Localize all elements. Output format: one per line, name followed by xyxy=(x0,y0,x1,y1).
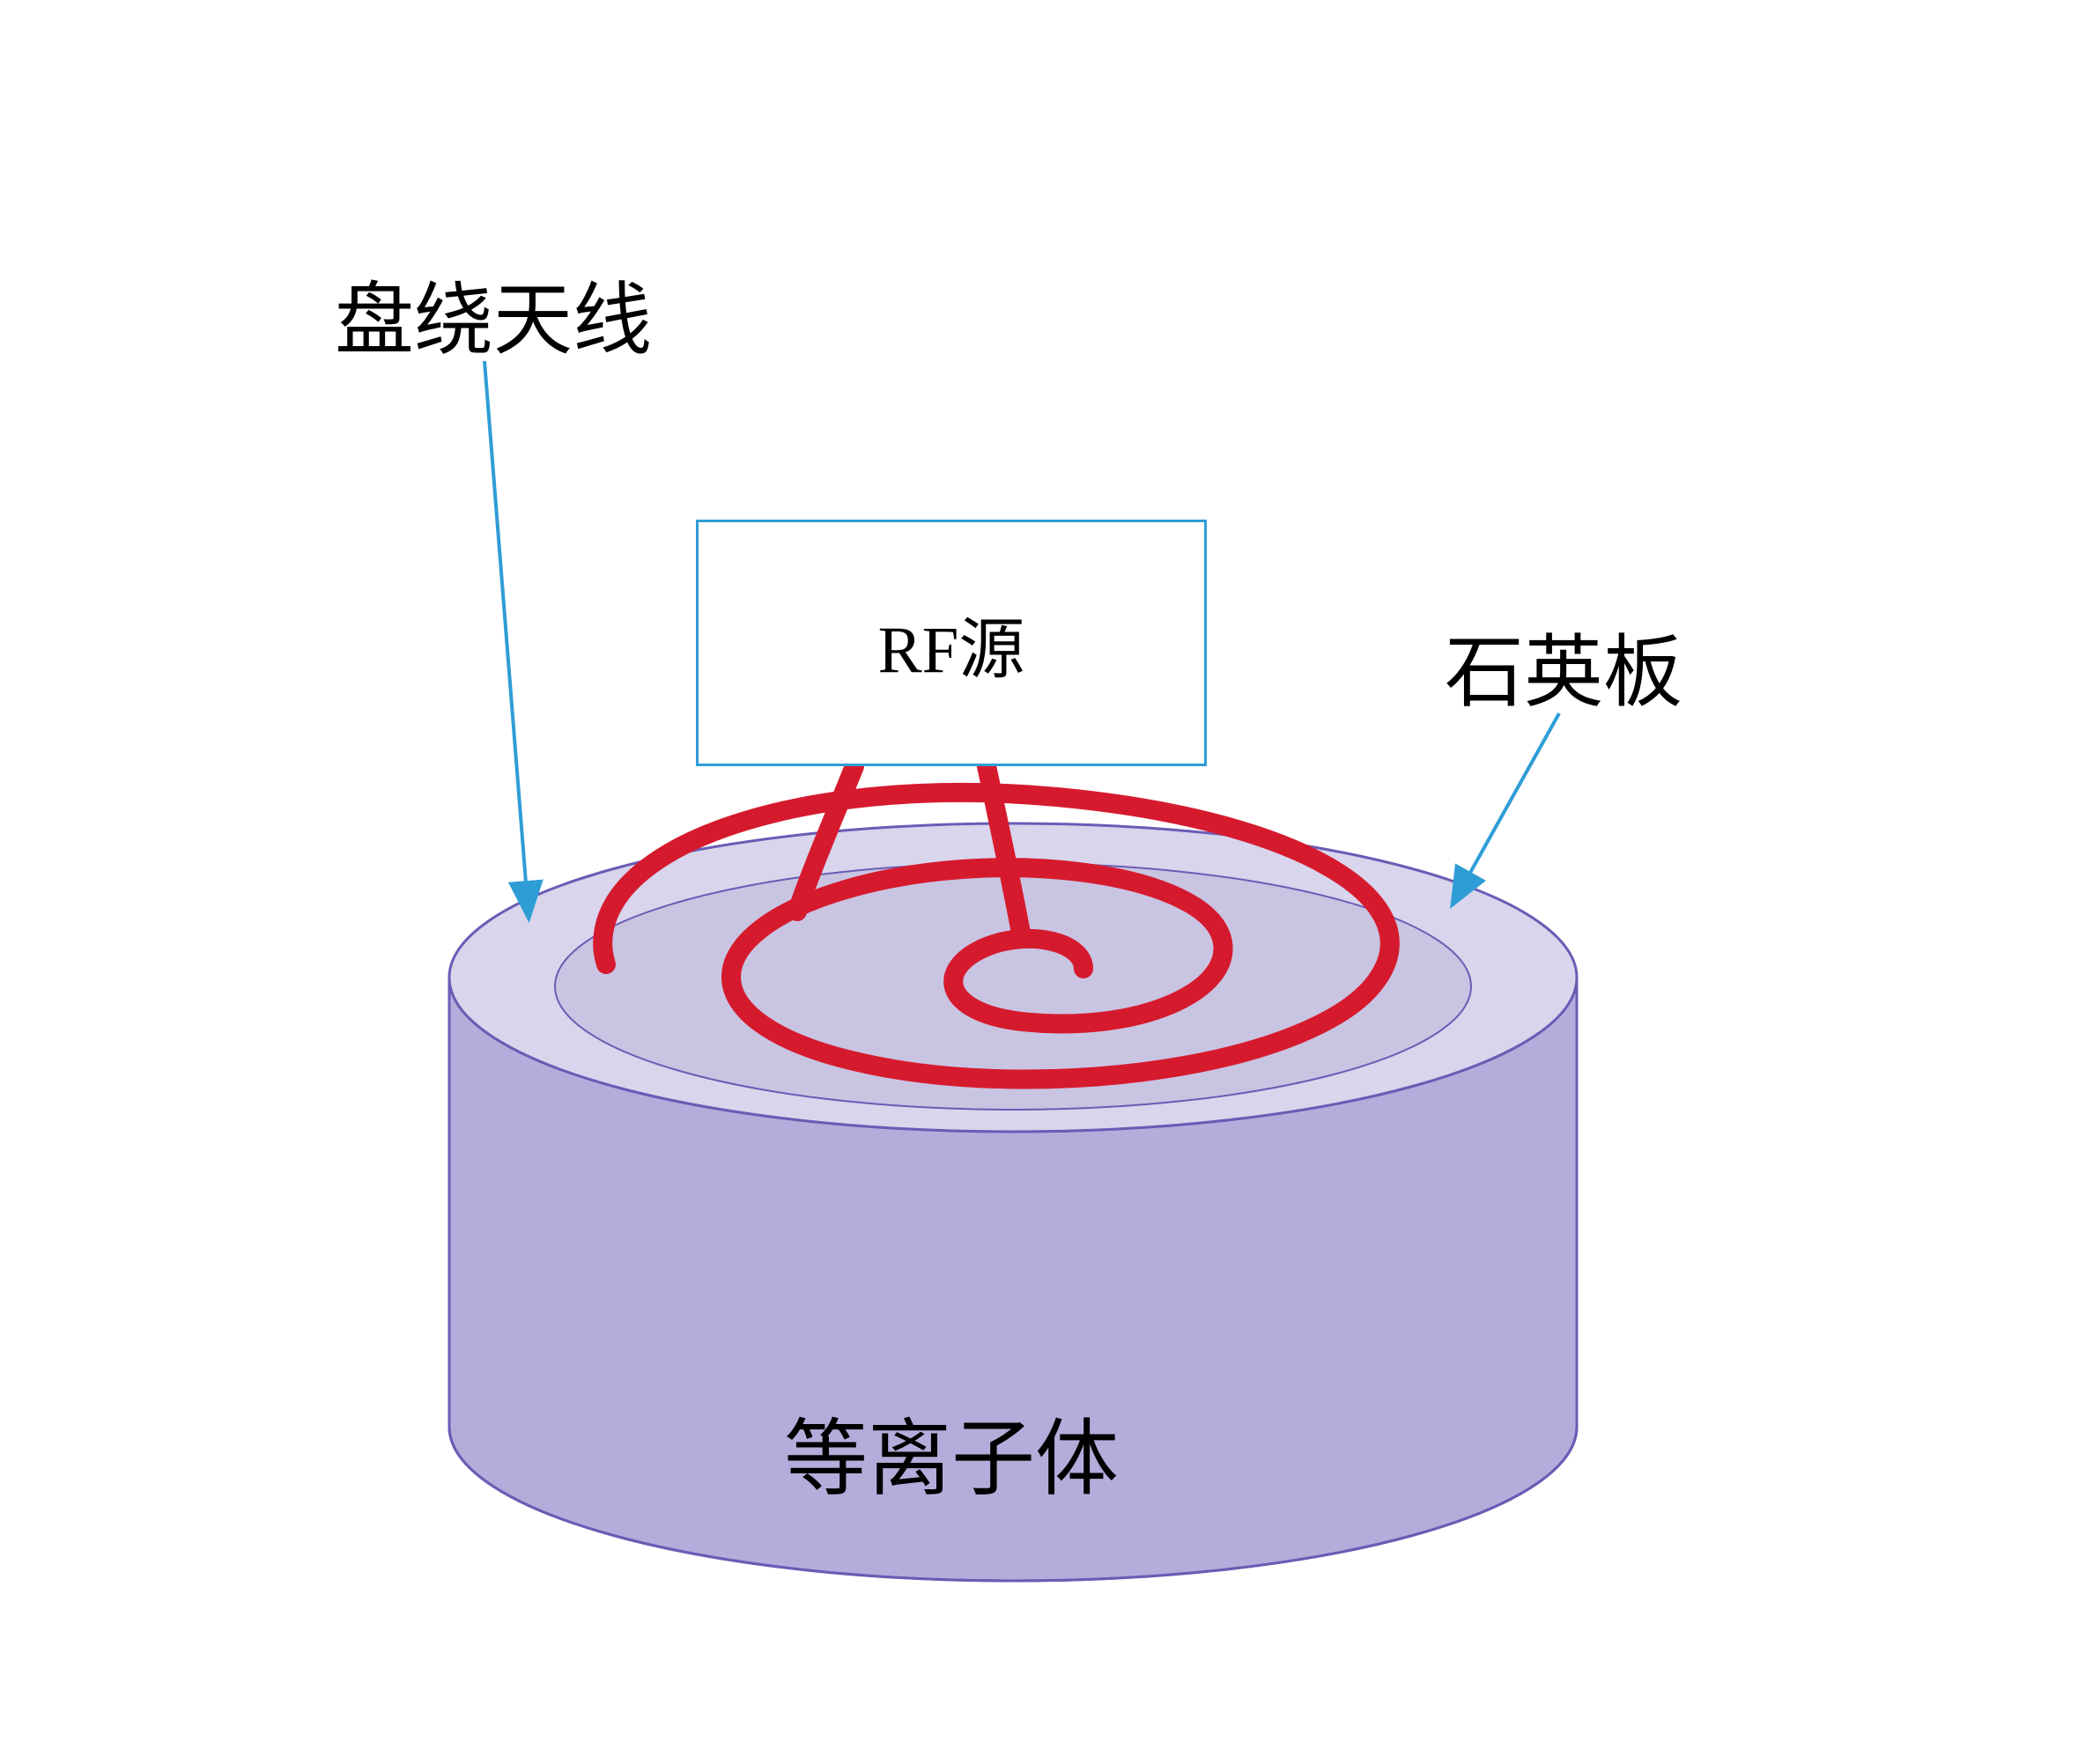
antenna-label: 盘绕天线 xyxy=(335,255,652,370)
plasma-label: 等离子体 xyxy=(784,1391,1119,1512)
quartz-arrow xyxy=(1453,713,1559,903)
quartz-label: 石英板 xyxy=(1445,608,1682,722)
rf-source-box: RF源 xyxy=(696,520,1207,766)
rf-source-label: RF源 xyxy=(878,595,1025,691)
antenna-arrow xyxy=(484,361,529,916)
